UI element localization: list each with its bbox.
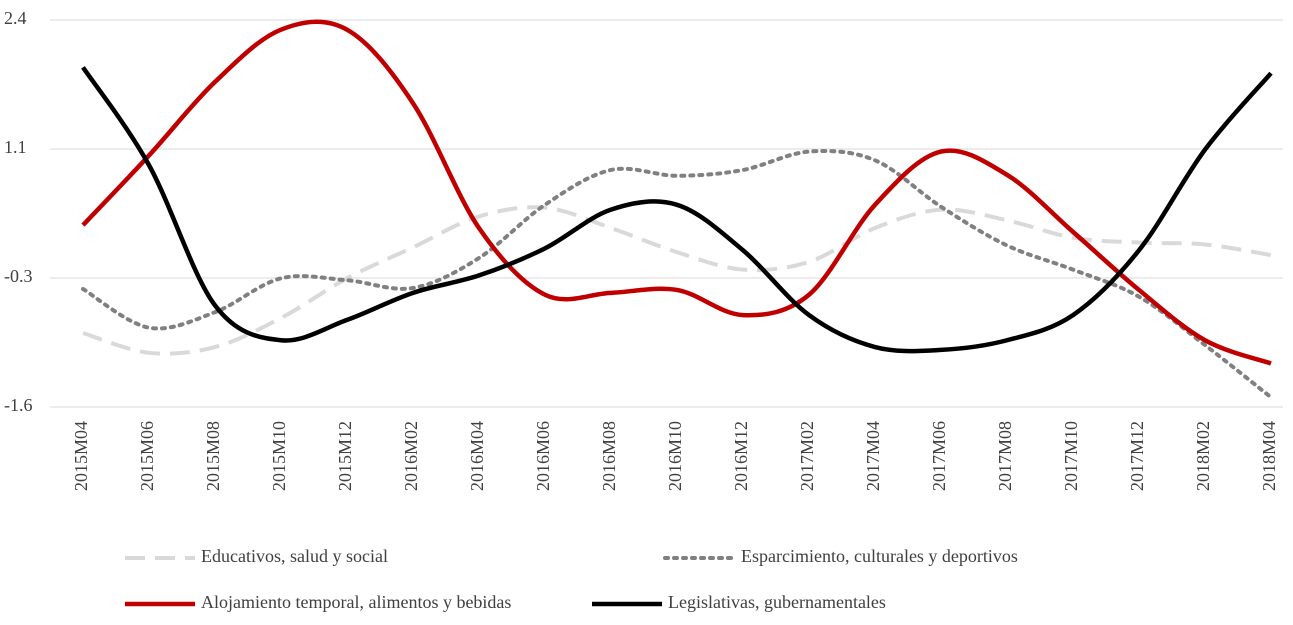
x-tick-label: 2017M12 — [1127, 421, 1147, 491]
x-tick-label: 2015M08 — [203, 421, 223, 491]
y-tick-label: 2.4 — [4, 8, 27, 28]
x-tick-label: 2015M04 — [71, 421, 91, 491]
legend-label: Educativos, salud y social — [201, 546, 388, 566]
x-tick-label: 2016M10 — [665, 421, 685, 491]
x-tick-label: 2018M04 — [1259, 421, 1279, 491]
x-tick-label: 2015M06 — [137, 421, 157, 491]
series-line — [81, 19, 1272, 366]
legend-label: Legislativas, gubernamentales — [668, 592, 886, 612]
x-tick-label: 2015M12 — [335, 421, 355, 491]
series-line — [81, 66, 1273, 354]
y-tick-label: -1.6 — [4, 395, 33, 415]
y-tick-label: 1.1 — [4, 137, 27, 157]
x-tick-label: 2016M12 — [731, 421, 751, 491]
y-tick-label: -0.3 — [4, 266, 33, 286]
x-tick-label: 2016M08 — [599, 421, 619, 491]
legend-label: Alojamiento temporal, alimentos y bebida… — [201, 592, 511, 612]
legend-label: Esparcimiento, culturales y deportivos — [741, 546, 1018, 566]
x-tick-label: 2015M10 — [269, 421, 289, 491]
x-tick-label: 2018M02 — [1193, 421, 1213, 491]
x-tick-label: 2017M02 — [797, 421, 817, 491]
x-tick-label: 2016M06 — [533, 421, 553, 491]
x-tick-label: 2017M10 — [1061, 421, 1081, 491]
series-line — [81, 148, 1273, 400]
x-tick-label: 2017M06 — [929, 421, 949, 491]
x-tick-label: 2017M04 — [863, 421, 883, 491]
series-line — [82, 205, 1272, 356]
x-tick-label: 2016M04 — [467, 421, 487, 491]
x-tick-label: 2016M02 — [401, 421, 421, 491]
x-tick-label: 2017M08 — [995, 421, 1015, 491]
